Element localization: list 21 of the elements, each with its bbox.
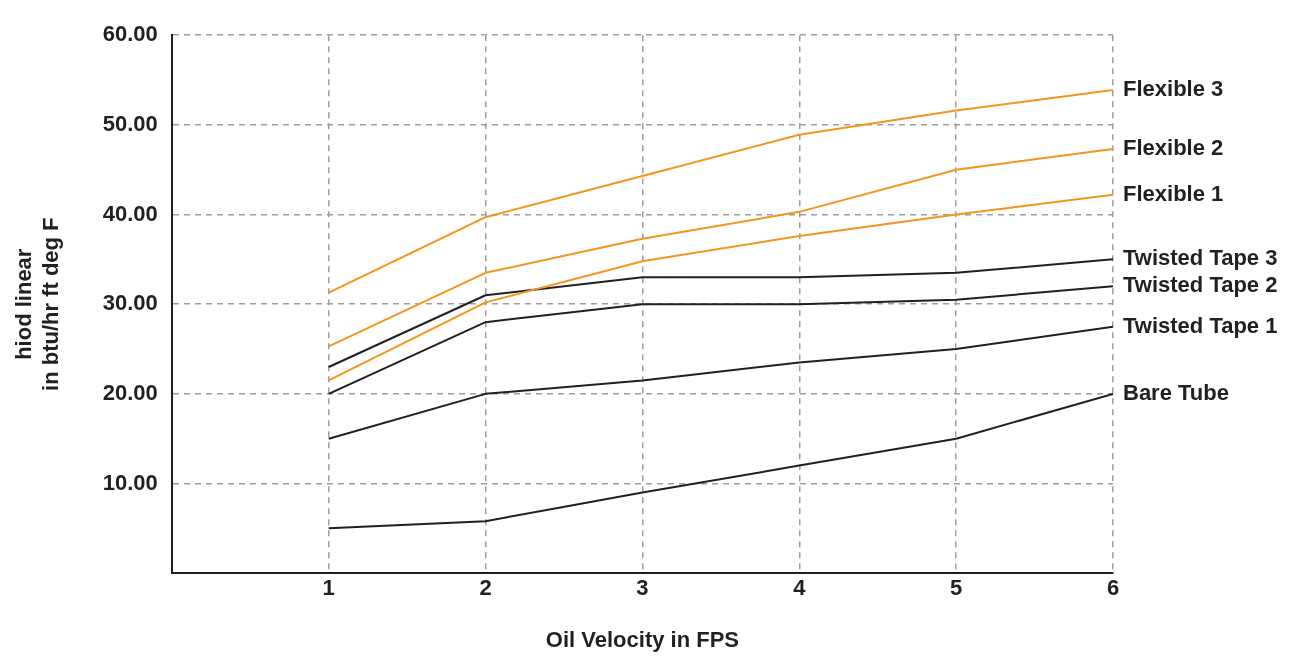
x-tick-label: 4 [793,575,807,601]
series-label: Flexible 1 [1123,180,1224,206]
series-label: Flexible 2 [1123,135,1224,161]
y-tick-label: 60.00 [102,21,158,47]
y-tick-label: 30.00 [102,290,158,316]
series-label: Bare Tube [1123,379,1229,405]
y-tick-label: 20.00 [102,379,158,405]
series-label: Flexible 3 [1123,75,1224,101]
x-axis-title: Oil Velocity in FPS [545,626,740,652]
x-tick-label: 6 [1106,575,1120,601]
series-label: Twisted Tape 3 [1123,245,1278,271]
y-axis-title: hiod linear in btu/hr ft deg F [11,217,63,391]
x-tick-label: 5 [950,575,963,601]
x-tick-label: 2 [479,575,492,601]
x-tick-label: 1 [322,575,335,601]
y-tick-label: 50.00 [102,110,158,136]
y-tick-label: 40.00 [102,200,158,226]
series-label: Twisted Tape 2 [1123,272,1278,298]
x-tick-label: 3 [636,575,649,601]
series-label: Twisted Tape 1 [1123,312,1278,338]
y-tick-label: 10.00 [102,469,158,495]
